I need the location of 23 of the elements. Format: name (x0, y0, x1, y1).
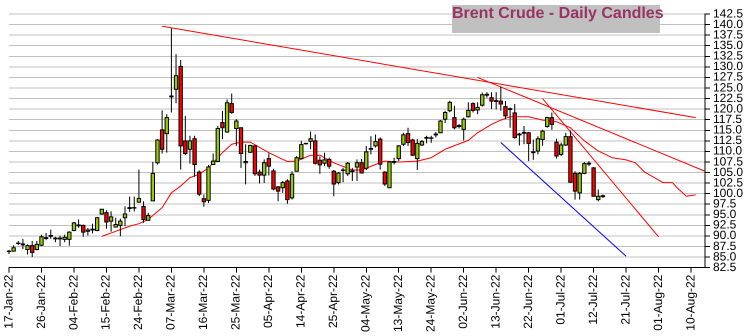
x-tick-label: 15-Feb-22 (98, 274, 113, 330)
x-tick-label: 16-Mar-22 (196, 274, 210, 330)
x-tick-label: 12-Jul-22 (586, 274, 600, 325)
x-tick-label: 13-Jun-22 (488, 274, 502, 329)
x-tick-label: 22-Jun-22 (520, 274, 535, 329)
x-tick-label: 14-Apr-22 (294, 274, 308, 328)
x-tick-label: 17-Jan-22 (1, 274, 16, 329)
x-tick-label: 04-May-22 (358, 274, 373, 332)
x-tick-label: 01-Jul-22 (553, 274, 568, 325)
x-tick-label: 05-Apr-22 (261, 274, 276, 328)
x-tick-label: 07-Mar-22 (164, 274, 178, 330)
chart-title: Brent Crude - Daily Candles (452, 5, 664, 24)
x-tick-label: 10-Aug-22 (683, 274, 698, 331)
x-tick-label: 13-May-22 (391, 274, 406, 332)
x-tick-label: 26-Jan-22 (34, 274, 48, 329)
x-tick-label: 24-Feb-22 (131, 274, 146, 330)
x-tick-label: 25-Apr-22 (326, 274, 340, 328)
x-tick-label: 24-May-22 (424, 274, 438, 332)
x-tick-label: 01-Aug-22 (650, 274, 665, 331)
x-tick-label: 02-Jun-22 (456, 274, 470, 329)
x-tick-label: 21-Jul-22 (618, 274, 632, 325)
x-tick-label: 25-Mar-22 (228, 274, 243, 330)
x-tick-label: 04-Feb-22 (66, 274, 80, 330)
